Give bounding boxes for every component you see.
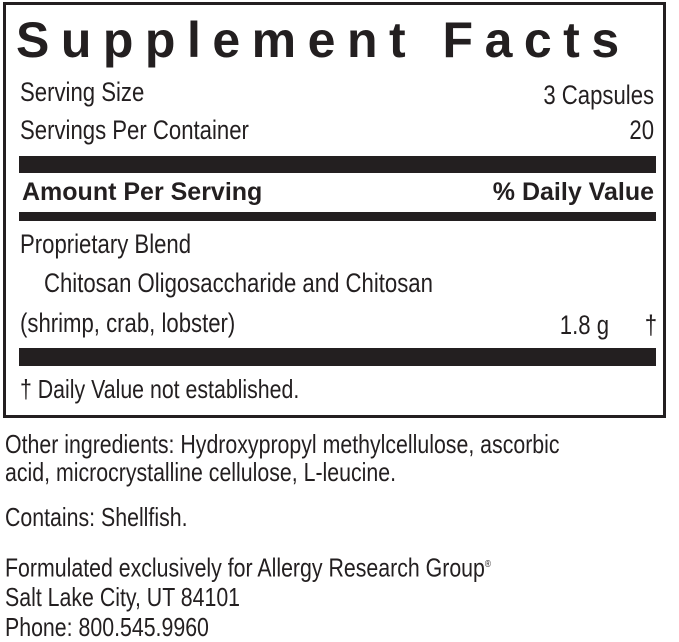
thick-divider — [19, 348, 656, 366]
contains-statement: Contains: Shellfish. — [5, 502, 188, 532]
serving-size-value: 3 Capsules — [543, 80, 654, 110]
thin-divider — [19, 212, 656, 221]
footnote: † Daily Value not established. — [20, 374, 300, 404]
serving-size-label: Serving Size — [20, 77, 145, 107]
manufacturer-line: Formulated exclusively for Allergy Resea… — [5, 550, 491, 583]
contains-label: Contains: — [5, 502, 96, 532]
servings-per-container-label: Servings Per Container — [20, 115, 249, 145]
thick-divider — [19, 156, 656, 173]
other-ingredients-line: Other ingredients: Hydroxypropyl methylc… — [5, 429, 560, 459]
daily-value-header: % Daily Value — [492, 178, 654, 206]
servings-per-container-value: 20 — [629, 115, 654, 145]
ingredient-amount: 1.8 g — [559, 310, 609, 340]
manufacturer-address: Salt Lake City, UT 84101 — [5, 582, 241, 612]
manufacturer-name: Formulated exclusively for Allergy Resea… — [5, 552, 485, 583]
registered-mark: ® — [484, 559, 491, 570]
ingredient-source: (shrimp, crab, lobster) — [20, 308, 236, 338]
ingredient-dv: † — [644, 310, 657, 340]
ingredient-detail: Chitosan Oligosaccharide and Chitosan — [44, 268, 433, 298]
supplement-facts-panel — [3, 2, 666, 418]
other-ingredients-line: acid, microcrystalline cellulose, L-leuc… — [5, 457, 397, 487]
panel-title: Supplement Facts — [16, 12, 631, 68]
amount-per-serving-header: Amount Per Serving — [22, 178, 263, 206]
contains-value: Shellfish. — [101, 502, 188, 532]
manufacturer-phone: Phone: 800.545.9960 — [5, 612, 209, 642]
ingredient-name: Proprietary Blend — [20, 229, 192, 259]
